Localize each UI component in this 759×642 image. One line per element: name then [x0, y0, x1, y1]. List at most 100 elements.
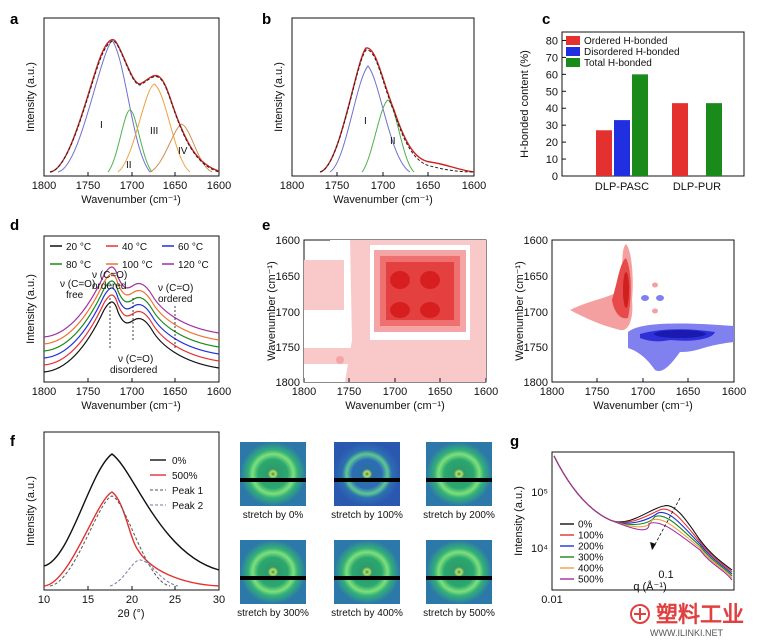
x-axis-label: Wavenumber (cm⁻¹)	[81, 400, 181, 412]
y-axis-label: Wavenumber (cm⁻¹)	[266, 261, 278, 361]
y-ticks: 0 10 20 30 40 50 60 70 80	[546, 35, 566, 183]
xrd-image-500pct: stretch by 500%	[423, 540, 495, 619]
y-tick-label: 1800	[276, 377, 300, 389]
x-tick-label: 1750	[337, 386, 361, 398]
bar	[632, 74, 648, 176]
legend-label: 500%	[172, 471, 198, 482]
x-axis-label: Wavenumber (cm⁻¹)	[345, 400, 445, 412]
category-labels: DLP-PASC DLP-PUR	[595, 181, 721, 193]
bar	[706, 103, 722, 176]
y-axis-label: Intensity (a.u.)	[273, 62, 285, 132]
y-tick-label: 1600	[276, 235, 300, 247]
legend-label: Total H-bonded	[584, 58, 652, 69]
curve-40C	[43, 294, 220, 366]
x-axis-label: q (Å⁻¹)	[633, 580, 666, 593]
brand-url: WWW.ILINKI.NET	[650, 628, 724, 638]
watermark: 塑料工业 WWW.ILINKI.NET	[630, 602, 744, 638]
panel-b: b 1800 1750 1700 1650 1600 Wavenumber (c…	[262, 11, 486, 206]
curve-60C	[43, 287, 220, 359]
x-axis-label: Wavenumber (cm⁻¹)	[81, 194, 181, 206]
y-tick-label: 10⁴	[531, 543, 548, 555]
peak-III-curve	[117, 83, 191, 173]
annotation: ν (C=O)	[118, 354, 153, 365]
y-tick-label: 1700	[276, 307, 300, 319]
annotation: ν (C=O)	[60, 279, 95, 290]
bar	[614, 120, 630, 176]
x-tick-label: 10	[38, 594, 50, 606]
panel-letter: c	[542, 11, 550, 28]
arrow-head	[650, 542, 656, 550]
y-tick-label: 1750	[276, 342, 300, 354]
image-caption: stretch by 400%	[331, 608, 403, 619]
y-tick-label: 80	[546, 35, 558, 47]
xrd-image-200pct: stretch by 200%	[423, 442, 495, 521]
image-caption: stretch by 500%	[423, 608, 495, 619]
x-tick-label: 1700	[371, 180, 395, 192]
legend-label: 0%	[578, 520, 593, 531]
y-axis-label: Intensity (a.u.)	[513, 486, 525, 556]
fit-curve	[319, 49, 475, 173]
guide-lines	[109, 298, 176, 350]
category-label: DLP-PASC	[595, 181, 649, 193]
x-tick-label: 1600	[722, 386, 746, 398]
legend-label: 80 °C	[66, 260, 91, 271]
synchronous-map	[303, 239, 487, 383]
plot-frame	[551, 451, 735, 591]
peak-1-curve	[49, 495, 171, 587]
y-tick-label: 1800	[524, 377, 548, 389]
legend-label: 400%	[578, 564, 604, 575]
panel-letter: e	[262, 217, 270, 234]
panel-letter: d	[10, 217, 19, 234]
x-tick-label: 1750	[76, 180, 100, 192]
image-caption: stretch by 0%	[243, 510, 304, 521]
fit-curve	[49, 40, 220, 173]
measured-curve	[49, 39, 220, 173]
x-tick-label: 1600	[474, 386, 498, 398]
legend-label: 100%	[578, 531, 604, 542]
peak-II-curve	[361, 99, 415, 173]
x-ticks	[551, 378, 735, 382]
xrd-image-400pct: stretch by 400%	[331, 540, 403, 619]
y-tick-label: 1750	[524, 342, 548, 354]
xrd-image-100pct: stretch by 100%	[331, 442, 403, 521]
x-tick-label: 1750	[76, 386, 100, 398]
legend: 20 °C 40 °C 60 °C 80 °C 100 °C 120 °C	[50, 242, 209, 271]
y-tick-label: 1650	[276, 271, 300, 283]
y-tick-label: 30	[546, 120, 558, 132]
annotation: ordered	[92, 281, 126, 292]
curve-0pct	[43, 453, 220, 571]
x-tick-label: 0.01	[541, 594, 562, 606]
image-caption: stretch by 200%	[423, 510, 495, 521]
x-tick-label: 1700	[383, 386, 407, 398]
y-tick-label: 70	[546, 52, 558, 64]
curve-20C	[43, 301, 220, 373]
peak-I-curve	[57, 39, 151, 173]
legend-label: Disordered H-bonded	[584, 47, 680, 58]
curve-500pct	[553, 455, 733, 581]
y-tick-label: 1600	[524, 235, 548, 247]
x-tick-label: 20	[126, 594, 138, 606]
panel-letter: b	[262, 11, 271, 28]
legend: 0% 500% Peak 1 Peak 2	[150, 456, 204, 512]
x-axis-label: Wavenumber (cm⁻¹)	[593, 400, 693, 412]
x-tick-label: 1750	[585, 386, 609, 398]
panel-letter: g	[510, 433, 519, 450]
legend-label: 0%	[172, 456, 187, 467]
bar	[596, 130, 612, 176]
legend-label: 120 °C	[178, 260, 209, 271]
legend-label: 60 °C	[178, 242, 203, 253]
y-tick-label: 40	[546, 103, 558, 115]
x-tick-label: 1750	[325, 180, 349, 192]
x-tick-label: 1800	[540, 386, 564, 398]
curve-100C	[43, 273, 220, 345]
legend-label: 200%	[578, 542, 604, 553]
brand-logo-icon	[630, 604, 650, 624]
x-ticks	[43, 172, 220, 176]
peak-label-III: III	[150, 126, 158, 137]
x-ticks	[291, 172, 475, 176]
spectra	[43, 266, 220, 373]
legend-label: Peak 2	[172, 501, 204, 512]
